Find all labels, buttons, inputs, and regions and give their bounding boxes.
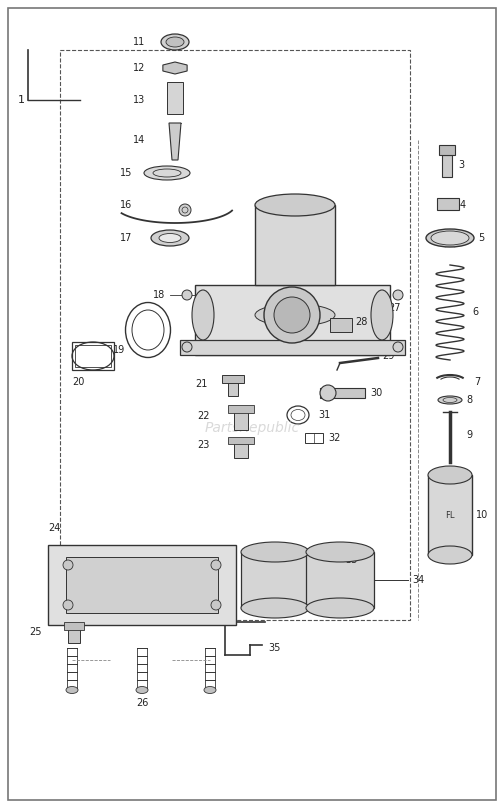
Bar [72, 342, 114, 370]
Bar [439, 145, 455, 155]
Ellipse shape [161, 34, 189, 50]
Text: 19: 19 [113, 345, 125, 355]
Ellipse shape [241, 542, 309, 562]
Bar [228, 437, 254, 444]
Text: 3: 3 [458, 160, 464, 170]
Circle shape [211, 560, 221, 570]
Text: PartsRepublic: PartsRepublic [205, 421, 299, 436]
Circle shape [264, 287, 320, 343]
Text: 16: 16 [120, 200, 132, 210]
Bar [48, 545, 236, 625]
Text: 32: 32 [328, 433, 340, 443]
Text: 18: 18 [153, 290, 165, 300]
Circle shape [182, 342, 192, 352]
Text: 28: 28 [293, 340, 305, 350]
Circle shape [211, 600, 221, 610]
Bar [68, 625, 80, 643]
Polygon shape [163, 62, 187, 74]
Text: 33: 33 [345, 555, 357, 565]
Bar [320, 388, 365, 398]
Text: 35: 35 [268, 643, 280, 653]
Bar [66, 557, 218, 613]
Circle shape [393, 290, 403, 300]
Ellipse shape [204, 687, 216, 693]
Text: 24: 24 [48, 523, 60, 533]
Text: 10: 10 [476, 510, 488, 520]
Text: 11: 11 [133, 37, 145, 47]
Ellipse shape [192, 290, 214, 340]
Ellipse shape [255, 194, 335, 216]
Bar [241, 552, 309, 608]
Text: 27: 27 [388, 303, 401, 313]
Ellipse shape [159, 234, 181, 242]
Ellipse shape [166, 37, 184, 47]
Text: 28: 28 [355, 317, 367, 327]
Text: 6: 6 [472, 307, 478, 317]
Text: 20: 20 [72, 377, 84, 387]
Text: 25: 25 [30, 627, 42, 637]
Text: 7: 7 [474, 377, 480, 387]
Bar [222, 375, 244, 383]
Ellipse shape [438, 396, 462, 404]
Bar [234, 408, 248, 430]
Ellipse shape [320, 385, 336, 401]
Text: 15: 15 [119, 168, 132, 178]
Ellipse shape [136, 687, 148, 693]
Text: 5: 5 [478, 233, 484, 243]
Text: 21: 21 [196, 379, 208, 389]
Ellipse shape [66, 687, 78, 693]
Text: 31: 31 [318, 410, 330, 420]
Text: 34: 34 [412, 575, 424, 585]
Text: 17: 17 [119, 233, 132, 243]
Ellipse shape [306, 542, 374, 562]
Bar [437, 198, 459, 210]
Bar [167, 82, 183, 114]
Bar [64, 622, 84, 630]
Ellipse shape [371, 290, 393, 340]
Text: 22: 22 [198, 411, 210, 421]
Text: 13: 13 [133, 95, 145, 105]
Text: 26: 26 [136, 698, 148, 708]
Bar [195, 285, 390, 355]
Bar [330, 318, 352, 332]
Bar [60, 50, 410, 620]
Bar [305, 433, 323, 443]
Bar [228, 378, 238, 396]
Ellipse shape [426, 229, 474, 247]
Text: 1: 1 [18, 95, 25, 105]
Circle shape [182, 290, 192, 300]
Text: 9: 9 [466, 430, 472, 440]
Ellipse shape [144, 166, 190, 180]
Text: 23: 23 [198, 440, 210, 450]
Bar [228, 405, 254, 413]
Bar [255, 205, 335, 285]
Ellipse shape [241, 598, 309, 618]
Text: 29: 29 [382, 351, 394, 361]
Polygon shape [169, 123, 181, 160]
Text: 12: 12 [133, 63, 145, 73]
Text: FL: FL [445, 511, 455, 520]
Ellipse shape [428, 466, 472, 484]
Bar [275, 552, 340, 608]
Ellipse shape [428, 546, 472, 564]
Circle shape [179, 204, 191, 216]
Bar [306, 552, 374, 608]
Bar [180, 340, 405, 355]
Ellipse shape [431, 231, 469, 245]
Circle shape [393, 342, 403, 352]
Text: 4: 4 [460, 200, 466, 210]
Ellipse shape [255, 304, 335, 326]
Bar [442, 155, 452, 177]
Text: 8: 8 [466, 395, 472, 405]
Text: 14: 14 [133, 135, 145, 145]
Circle shape [63, 560, 73, 570]
Ellipse shape [306, 598, 374, 618]
Text: 30: 30 [370, 388, 382, 398]
Bar [428, 475, 472, 555]
Circle shape [274, 297, 310, 333]
Bar [234, 440, 248, 458]
Bar [75, 345, 111, 367]
Ellipse shape [151, 230, 189, 246]
Circle shape [63, 600, 73, 610]
